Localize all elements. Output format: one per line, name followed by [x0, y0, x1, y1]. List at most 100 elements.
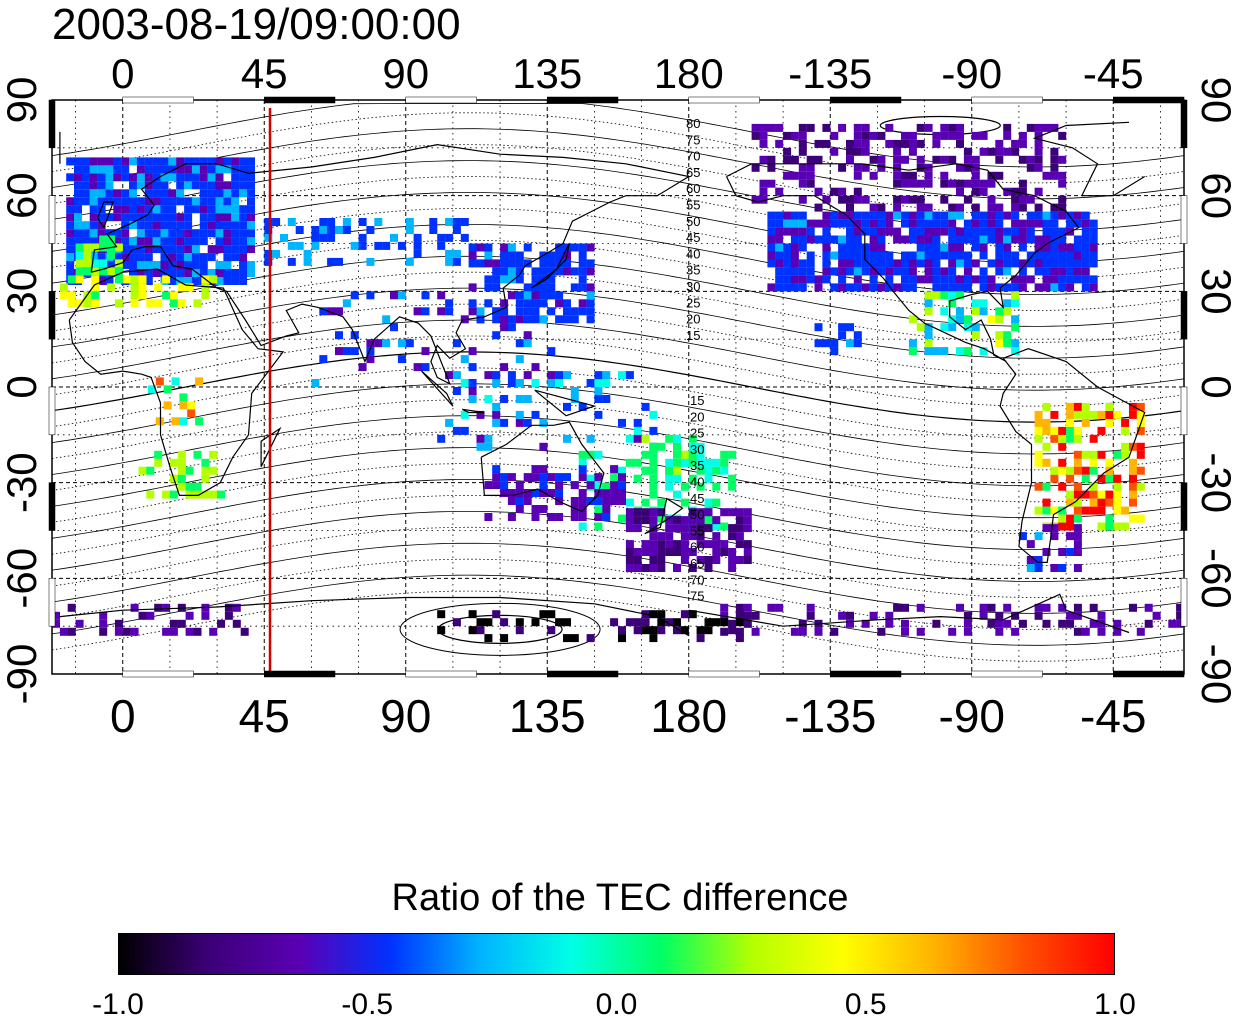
tec-cell [1018, 275, 1027, 284]
tec-cell [1113, 627, 1122, 636]
tec-cell [885, 251, 894, 260]
tec-cell [956, 291, 964, 300]
tec-cell [1113, 490, 1122, 499]
tec-cell [971, 179, 980, 188]
tec-cell [75, 243, 84, 252]
tec-cell [209, 450, 218, 459]
tec-cell [492, 371, 501, 380]
tec-cell [657, 442, 666, 451]
tec-cell [869, 211, 878, 220]
tec-cell [720, 458, 729, 467]
tec-cell [1089, 482, 1098, 491]
tec-cell [861, 219, 870, 228]
tec-cell [223, 165, 232, 174]
tec-cell [215, 221, 224, 230]
tec-cell [995, 203, 1004, 212]
tec-cell [152, 229, 161, 238]
tec-cell [767, 179, 776, 188]
tec-cell [696, 556, 705, 564]
tec-cell [1011, 211, 1020, 220]
tec-cell [641, 564, 650, 572]
tec-cell [1073, 611, 1082, 620]
tec-cell [908, 267, 917, 276]
tec-cell [712, 556, 721, 564]
tec-cell [1066, 532, 1075, 541]
tec-cell [948, 131, 957, 140]
tec-cell [696, 540, 705, 549]
tec-cell [1176, 619, 1184, 628]
tec-cell [673, 524, 681, 533]
tec-cell [908, 235, 917, 244]
tec-cell [130, 603, 139, 612]
tec-cell [940, 323, 949, 332]
tec-cell [113, 165, 122, 174]
tec-cell [311, 226, 320, 234]
contour-line [52, 367, 1184, 439]
tec-cell [1073, 275, 1082, 284]
tec-cell [1081, 235, 1090, 244]
lat-tick-label-right: 60 [1193, 172, 1240, 219]
tec-cell [89, 229, 98, 238]
tec-cell [155, 377, 164, 386]
tec-cell [168, 189, 177, 198]
tec-cell [1034, 532, 1043, 541]
tec-cell [1089, 243, 1098, 252]
tec-cell [97, 253, 106, 262]
tec-cell [1073, 235, 1082, 244]
tec-cell [199, 165, 208, 174]
tec-cell [798, 243, 807, 252]
tec-cell [500, 243, 509, 252]
tec-cell [121, 245, 130, 254]
contour-label-south: 75 [690, 589, 704, 604]
tec-cell [184, 261, 193, 269]
tec-cell [75, 267, 84, 276]
tec-cell [1003, 307, 1012, 316]
tec-cell [97, 173, 106, 182]
tec-cell [1105, 474, 1114, 483]
contour-line [52, 447, 1184, 519]
tec-cell [1058, 434, 1067, 443]
tec-cell [1034, 163, 1043, 172]
tec-cell [247, 181, 255, 190]
tec-cell [152, 165, 161, 174]
tec-cell [452, 339, 461, 348]
tec-cell [452, 218, 461, 226]
tec-cell [1136, 402, 1145, 411]
tec-cell [932, 139, 941, 148]
tec-cell [893, 267, 902, 276]
tec-cell [1018, 619, 1027, 628]
tec-cell [956, 187, 964, 196]
tec-cell [1073, 211, 1082, 220]
tec-cell [1034, 251, 1043, 260]
tec-cell [1058, 603, 1067, 612]
tec-cell [688, 532, 697, 541]
tec-cell [790, 283, 799, 292]
tec-cell [783, 147, 792, 156]
coastline [531, 243, 570, 289]
tec-cell [704, 498, 713, 507]
tec-cell [948, 259, 957, 268]
tec-cell [1066, 426, 1075, 435]
coastline [462, 408, 485, 414]
tec-cell [468, 307, 477, 316]
tec-cell [1136, 410, 1145, 419]
tec-cell [358, 363, 367, 372]
tec-cell [948, 123, 957, 132]
tec-cell [207, 221, 216, 230]
lon-tick-label-bottom: 0 [110, 690, 136, 742]
tec-cell [594, 379, 603, 387]
tec-cell [783, 219, 792, 228]
tec-cell [908, 275, 917, 284]
tec-cell [500, 363, 509, 372]
tec-cell [775, 283, 784, 292]
tec-cell [987, 195, 996, 204]
tec-cell [89, 189, 98, 198]
tec-cell [89, 165, 98, 174]
tec-cell [956, 243, 964, 252]
tec-cell [578, 283, 587, 292]
tec-cell [445, 307, 454, 316]
tec-cell [586, 379, 595, 387]
tec-cell [570, 267, 579, 276]
frame-tick-bar [48, 386, 56, 436]
tec-cell [751, 131, 760, 140]
